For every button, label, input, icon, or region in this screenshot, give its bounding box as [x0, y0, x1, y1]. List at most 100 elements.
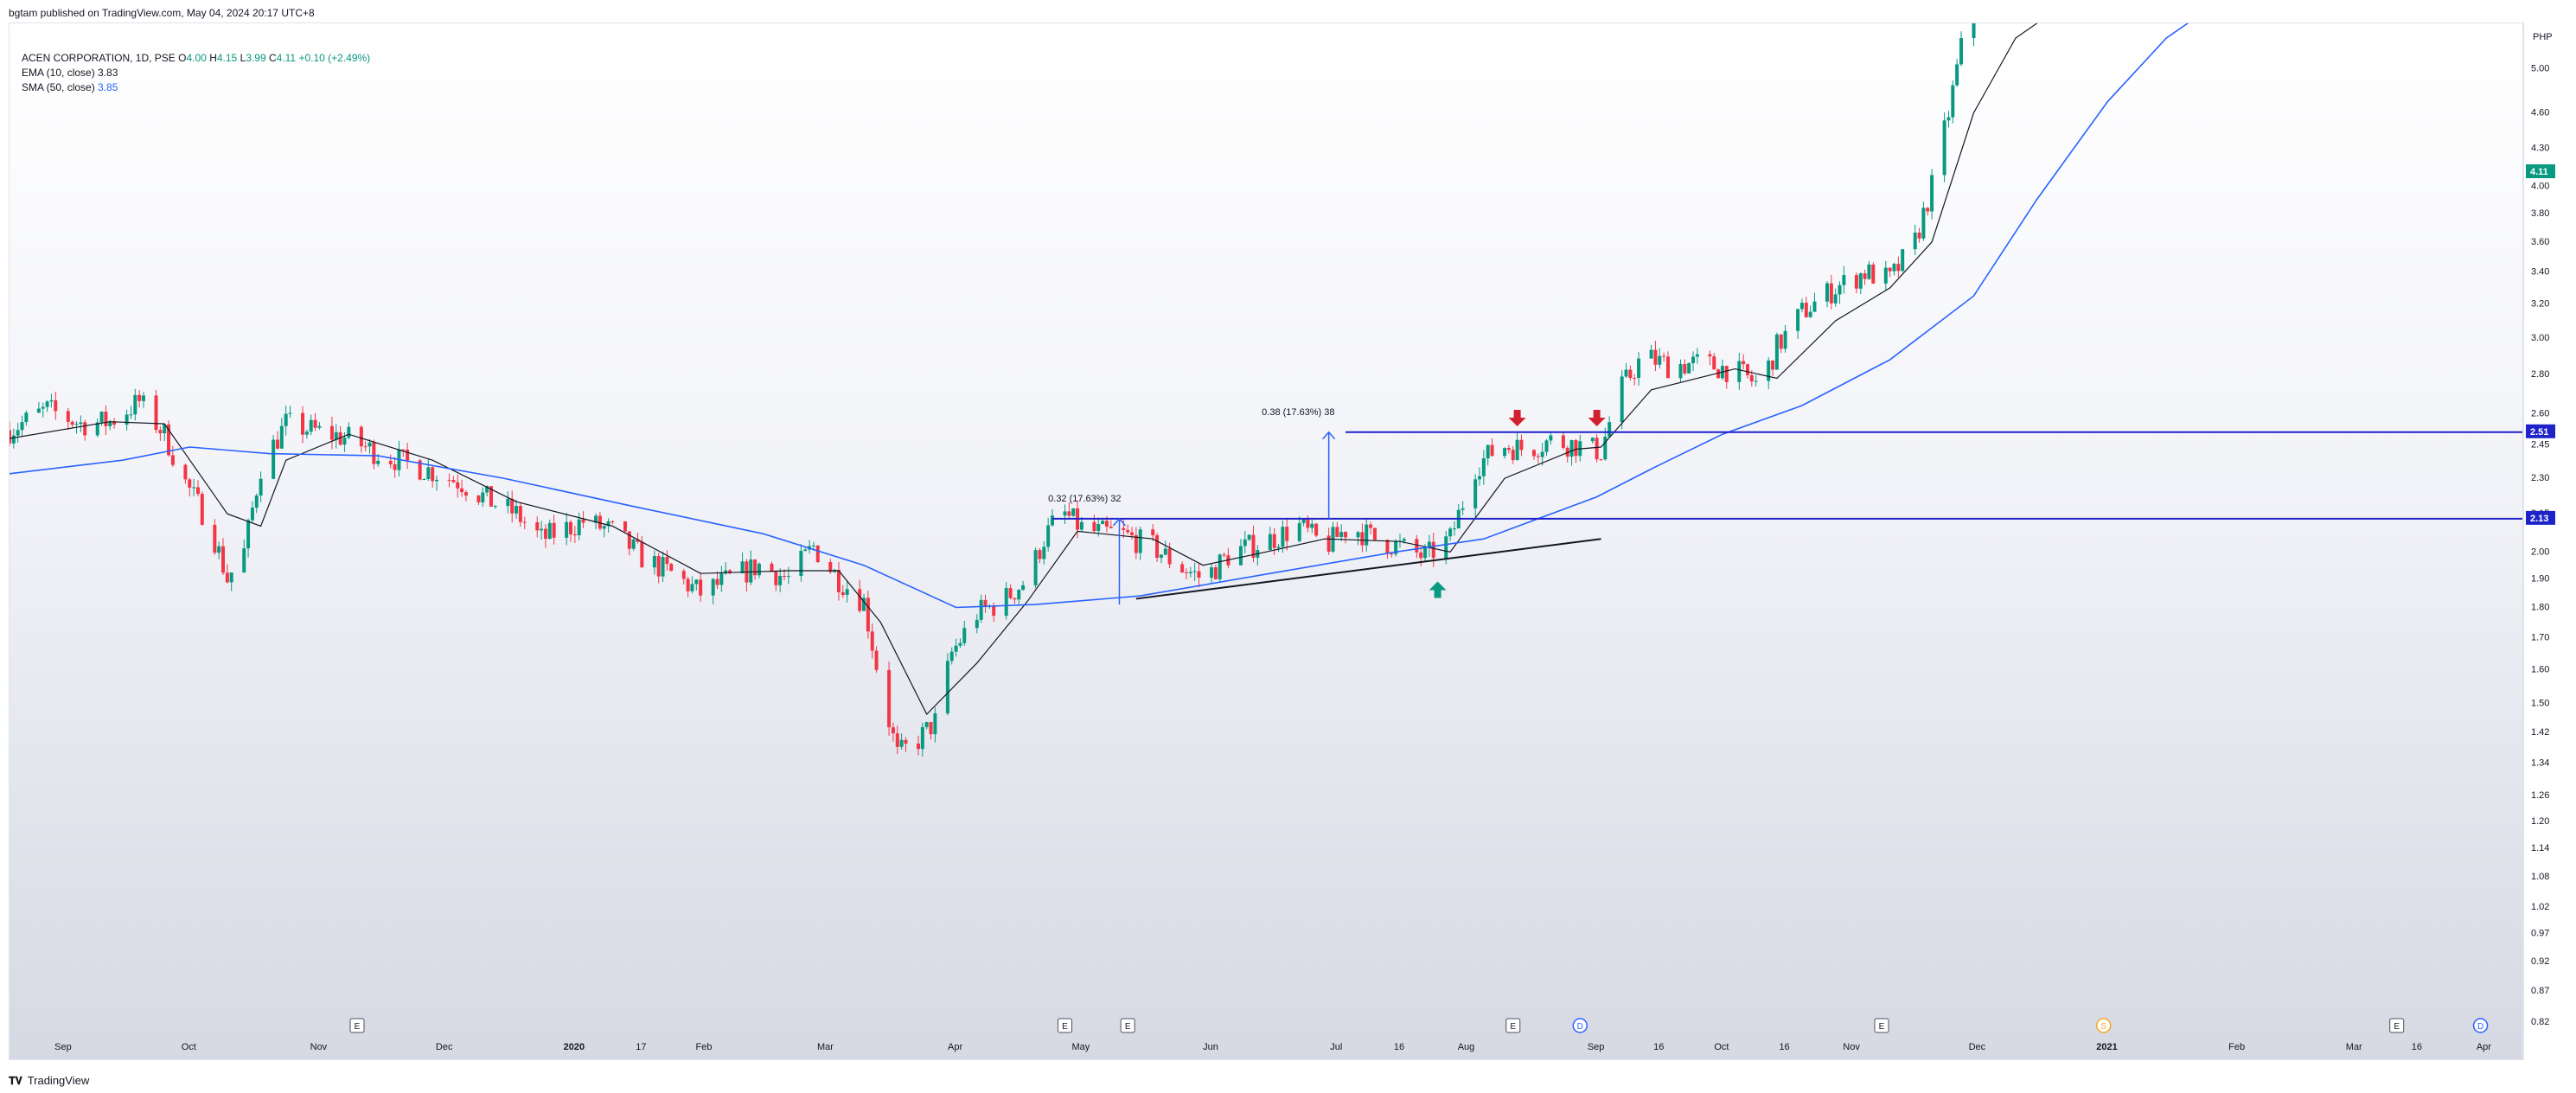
candle-body [1569, 439, 1574, 457]
candle-body [338, 431, 342, 445]
candle-body [1301, 519, 1306, 523]
price-tick: 1.02 [2531, 902, 2549, 912]
candle-body [1633, 377, 1637, 379]
candle-body [229, 572, 233, 583]
candle-body [456, 482, 460, 489]
price-tick: 1.26 [2531, 790, 2549, 801]
legend-ema-row[interactable]: EMA (10, close) 3.83 [22, 66, 370, 80]
candle-body [11, 435, 16, 444]
event-label: D [2477, 1022, 2483, 1032]
candle-body [862, 598, 866, 611]
ohlc-low: 3.99 [246, 52, 266, 64]
candle-body [870, 631, 874, 651]
dividend-event-icon [1572, 1018, 1588, 1033]
price-tick: 1.42 [2531, 727, 2549, 738]
candle-body [1038, 550, 1042, 559]
candle-body [1180, 564, 1185, 572]
candle-body [1624, 369, 1628, 377]
candle-body [1678, 364, 1683, 379]
candle-body [1243, 539, 1247, 546]
time-tick: Sep [1588, 1042, 1605, 1052]
candle-body [1637, 358, 1641, 379]
candle-body [652, 556, 656, 568]
candle-body [724, 570, 728, 574]
candle-body [1858, 273, 1863, 289]
time-tick: Feb [2228, 1042, 2245, 1052]
candle-body [749, 559, 753, 583]
price-tick: 0.87 [2531, 986, 2549, 996]
candle-body [188, 479, 192, 488]
chart-plot[interactable]: 0.32 (17.63%) 32 0.38 (17.63%) 38 E E E E D E S E… [10, 23, 2522, 1035]
price-axis[interactable]: PHP 0.82 0.87 0.92 0.97 1.02 1.08 1.14 1.20 1.26 1… [2523, 22, 2576, 1060]
price-tick: 3.40 [2531, 267, 2549, 278]
candle-body [1691, 356, 1696, 364]
candle-body [1138, 529, 1142, 553]
ohlc-high: 4.15 [216, 52, 238, 64]
candle-body [309, 419, 313, 432]
candle-body [451, 480, 456, 483]
candle-body [1708, 354, 1712, 357]
price-tick: 1.60 [2531, 664, 2549, 674]
candle-body [1126, 529, 1130, 533]
candle-body [1749, 374, 1754, 382]
candle-body [1972, 23, 1976, 39]
candle-body [183, 464, 188, 480]
candle-body [99, 412, 104, 423]
ema-line [10, 23, 2038, 716]
candle-body [699, 579, 703, 596]
candle-body [841, 591, 845, 595]
candle-body [510, 498, 515, 514]
candle-body [669, 564, 674, 572]
earnings-event-icon [1874, 1018, 1889, 1033]
candle-body [1365, 524, 1369, 546]
candle-body [924, 722, 929, 727]
candle-body [200, 494, 204, 525]
candle-body [917, 743, 921, 750]
earnings-event-icon [1058, 1018, 1073, 1033]
level-price-badge [2526, 424, 2555, 438]
chart-pane[interactable]: ACEN CORPORATION, 1D, PSE O4.00 H4.15 L3… [9, 22, 2523, 1060]
candle-body [753, 559, 757, 576]
candle-body [163, 424, 167, 434]
time-tick: Feb [696, 1042, 713, 1052]
candle-body [431, 467, 435, 482]
candle-body [774, 572, 778, 585]
candle-body [1478, 476, 1482, 480]
price-tick: 1.50 [2531, 699, 2549, 709]
ohlc-close-label: C [268, 52, 277, 64]
legend-sma-row[interactable]: SMA (50, close) 3.85 [22, 80, 370, 95]
time-tick: Jul [1330, 1042, 1342, 1052]
last-price-label: 4.11 [2530, 167, 2548, 177]
candle-body [786, 576, 790, 578]
legend-symbol-row[interactable]: ACEN CORPORATION, 1D, PSE O4.00 H4.15 L3… [22, 51, 370, 66]
candle-body [108, 421, 112, 426]
candle-body [1285, 527, 1289, 541]
candle-body [422, 478, 426, 480]
candle-body [24, 412, 29, 423]
candle-body [1833, 294, 1838, 304]
candle-body [1779, 334, 1783, 349]
candle-body [1071, 508, 1076, 516]
price-tick: 0.92 [2531, 956, 2549, 967]
candle-body [681, 571, 686, 579]
candle-body [1360, 532, 1365, 546]
time-tick: Apr [2477, 1042, 2491, 1052]
candle-body [481, 492, 485, 502]
candle-body [1506, 448, 1511, 451]
candle-body [275, 439, 279, 449]
candle-body [1863, 273, 1867, 279]
candle-body [259, 478, 263, 496]
candle-body [1276, 546, 1281, 548]
candle-body [112, 421, 117, 425]
candle-body [1473, 479, 1478, 508]
candle-body [1683, 364, 1687, 374]
event-label: E [1879, 1022, 1885, 1032]
price-tick: 2.00 [2531, 546, 2549, 557]
footer-brand: TradingView [27, 1074, 90, 1087]
candle-body [979, 599, 983, 620]
candle-body [1561, 435, 1565, 448]
candle-body [1838, 284, 1842, 295]
time-axis[interactable]: Sep Oct Nov Dec 2020 17 Feb Mar Apr May Jun Jul 16 Au… [9, 1033, 2523, 1060]
candle-body [975, 619, 979, 629]
candle-body [665, 557, 669, 565]
